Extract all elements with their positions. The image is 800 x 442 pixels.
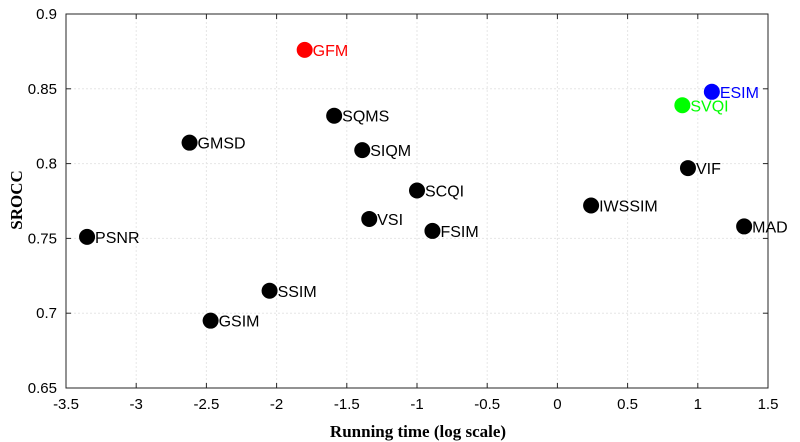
point-label-sqms: SQMS [342,109,389,126]
y-tick-label: 0.8 [36,156,57,173]
y-tick-label: 0.65 [28,380,57,397]
data-point-sqms [326,107,343,124]
y-tick-label: 0.75 [28,230,57,247]
x-tick-label: 0 [553,396,561,413]
y-tick-label: 0.85 [28,81,57,98]
data-point-esim [703,83,720,100]
point-label-siqm: SIQM [370,143,411,160]
tick-labels: -3.5 -3 -2.5 -2 -1.5 -1 -0.5 0 0.5 1 1.5 0.65 0.7 0.7… [28,6,779,413]
x-tick-label: -1.5 [334,396,360,413]
data-point-mad [736,218,753,235]
data-point-fsim [424,222,441,239]
data-point-gmsd [181,134,198,151]
y-tick-label: 0.9 [36,6,57,23]
data-point-siqm [354,142,371,159]
point-label-vsi: VSI [377,212,403,229]
point-label-iwssim: IWSSIM [599,198,658,215]
point-label-gmsd: GMSD [198,136,246,153]
point-label-gfm: GFM [313,43,349,60]
x-tick-label: 1.5 [758,396,779,413]
x-tick-label: -2 [270,396,283,413]
point-label-scqi: SCQI [425,184,464,201]
x-tick-label: -3.5 [53,396,79,413]
point-label-vif: VIF [696,161,721,178]
data-point-ssim [261,282,278,299]
x-tick-label: -2.5 [193,396,219,413]
point-label-ssim: SSIM [278,284,317,301]
point-label-svqi: SVQI [690,98,728,115]
data-point-scqi [409,182,425,199]
point-label-psnr: PSNR [95,230,139,247]
point-label-gsim: GSIM [219,314,260,331]
data-point-gsim [202,312,219,329]
x-tick-label: 1 [694,396,702,413]
data-point-gfm [296,41,313,58]
grid-lines [66,14,768,388]
x-tick-label: -3 [130,396,143,413]
data-point-svqi [674,97,691,114]
data-point-iwssim [583,197,600,214]
data-point-vsi [361,210,378,227]
point-label-esim: ESIM [720,85,759,102]
plot-frame [65,13,769,389]
data-point-psnr [79,228,96,245]
y-tick-label: 0.7 [36,305,57,322]
point-label-fsim: FSIM [440,224,478,241]
axes-box [65,13,769,389]
x-tick-label: -0.5 [474,396,500,413]
y-axis-label: SROCC [7,170,26,230]
x-tick-label: -1 [410,396,423,413]
point-label-mad: MAD [752,219,788,236]
x-axis-label: Running time (log scale) [330,422,506,441]
x-tick-label: 0.5 [617,396,638,413]
data-point-vif [679,160,696,177]
